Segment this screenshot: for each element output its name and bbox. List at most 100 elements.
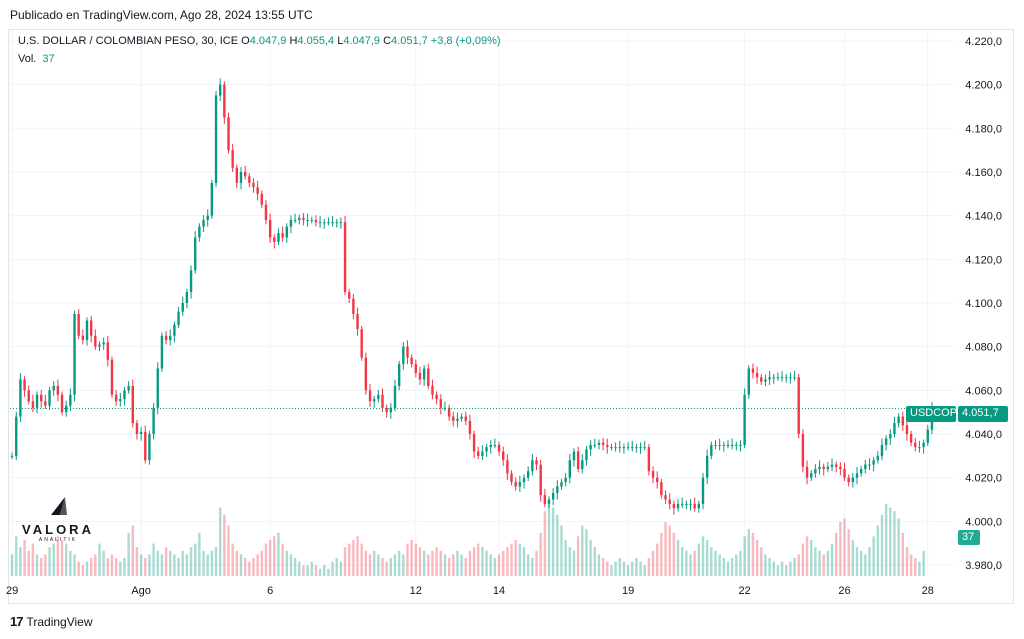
volume-bar: [264, 543, 268, 576]
candle-body: [710, 444, 713, 456]
volume-bar: [110, 554, 114, 576]
volume-bar: [256, 554, 259, 576]
candle-body: [876, 455, 880, 461]
volume-bar: [502, 550, 505, 576]
volume-bar: [884, 504, 888, 576]
volume-bar: [368, 554, 372, 576]
volume-bar: [810, 540, 813, 576]
volume-bar: [406, 543, 409, 576]
volume-bar: [298, 561, 301, 576]
candle-body: [73, 313, 76, 395]
candle-body: [864, 464, 867, 469]
candle-body: [593, 444, 596, 446]
candle-body: [352, 298, 355, 314]
candle-body: [685, 503, 688, 505]
candle-body: [435, 394, 438, 400]
candle-body: [60, 394, 64, 413]
volume-bar: [780, 561, 784, 576]
candle-body: [310, 220, 313, 222]
candle-body: [564, 477, 567, 483]
candle-body: [676, 503, 680, 509]
candle-body: [348, 292, 351, 299]
candle-body: [48, 390, 51, 406]
volume-bar: [626, 565, 630, 576]
volume-bar: [285, 550, 288, 576]
candle-body: [422, 368, 426, 380]
volume-bar: [310, 561, 313, 576]
candle-body: [656, 477, 659, 483]
footer: 17 TradingView: [10, 614, 93, 629]
candle-body: [360, 329, 363, 358]
candle-body: [560, 482, 563, 487]
candle-body: [181, 303, 184, 312]
footer-brand[interactable]: TradingView: [26, 614, 93, 629]
chart-frame[interactable]: [8, 29, 1014, 604]
volume-bar: [148, 554, 151, 576]
volume-legend: Vol. 37: [18, 53, 55, 65]
volume-bar: [859, 550, 863, 576]
volume-bar: [331, 561, 334, 576]
candle-body: [289, 220, 293, 227]
volume-bar: [402, 554, 405, 576]
volume-bar: [35, 554, 39, 576]
candle-body: [818, 466, 821, 469]
candle-body: [810, 473, 813, 478]
volume-bar: [543, 511, 547, 576]
volume-bar: [560, 525, 563, 576]
volume-bar: [585, 529, 588, 576]
candle-body: [576, 451, 580, 469]
candle-body: [40, 394, 43, 402]
candle-body: [89, 320, 93, 336]
candle-body: [131, 385, 134, 424]
candle-body: [252, 182, 255, 188]
volume-bar: [897, 518, 900, 576]
tradingview-logo-icon[interactable]: 17: [10, 614, 24, 629]
y-tick-label: 4.020,0: [965, 473, 1002, 485]
candle-body: [522, 477, 526, 483]
candle-body: [218, 84, 222, 96]
candle-body: [173, 324, 176, 336]
volume-bar: [131, 525, 134, 576]
volume-bar: [260, 550, 264, 576]
candle-body: [81, 335, 85, 341]
candle-body: [805, 466, 809, 478]
candle-body: [214, 95, 218, 183]
volume-bar: [218, 507, 222, 576]
volume-label[interactable]: Vol.: [18, 53, 37, 65]
candle-body: [418, 372, 422, 380]
volume-bar: [69, 550, 72, 576]
candle-body: [880, 444, 884, 456]
volume-bar: [302, 565, 305, 576]
high-label: H: [289, 35, 298, 47]
candle-body: [814, 468, 817, 474]
high-value: 4.055,4: [297, 35, 335, 47]
volume-bars: [10, 504, 925, 576]
candle-body: [298, 217, 301, 221]
candle-body: [680, 503, 684, 505]
y-tick-label: 4.080,0: [965, 342, 1002, 354]
volume-bar: [493, 558, 497, 576]
symbol-title[interactable]: U.S. DOLLAR / COLOMBIAN PESO, 30, ICE: [18, 35, 239, 47]
volume-bar: [847, 529, 850, 576]
volume-bar: [214, 547, 218, 576]
candle-body: [747, 368, 750, 395]
volume-bar: [156, 550, 159, 576]
candle-body: [468, 420, 472, 435]
volume-bar: [718, 554, 721, 576]
volume-bar: [714, 550, 717, 576]
candle-body: [106, 342, 110, 360]
candle-body: [389, 407, 393, 413]
candle-body: [606, 444, 609, 448]
y-tick-label: 4.140,0: [965, 211, 1002, 223]
candle-body: [302, 217, 305, 221]
candle-body: [481, 451, 484, 456]
volume-bar: [593, 547, 596, 576]
volume-bar: [497, 554, 501, 576]
volume-bar: [676, 540, 680, 576]
volume-bar: [60, 540, 64, 576]
candle-body: [198, 226, 201, 238]
candle-body: [406, 346, 409, 358]
y-tick-label: 4.120,0: [965, 254, 1002, 266]
low-value: 4.047,9: [343, 35, 381, 47]
